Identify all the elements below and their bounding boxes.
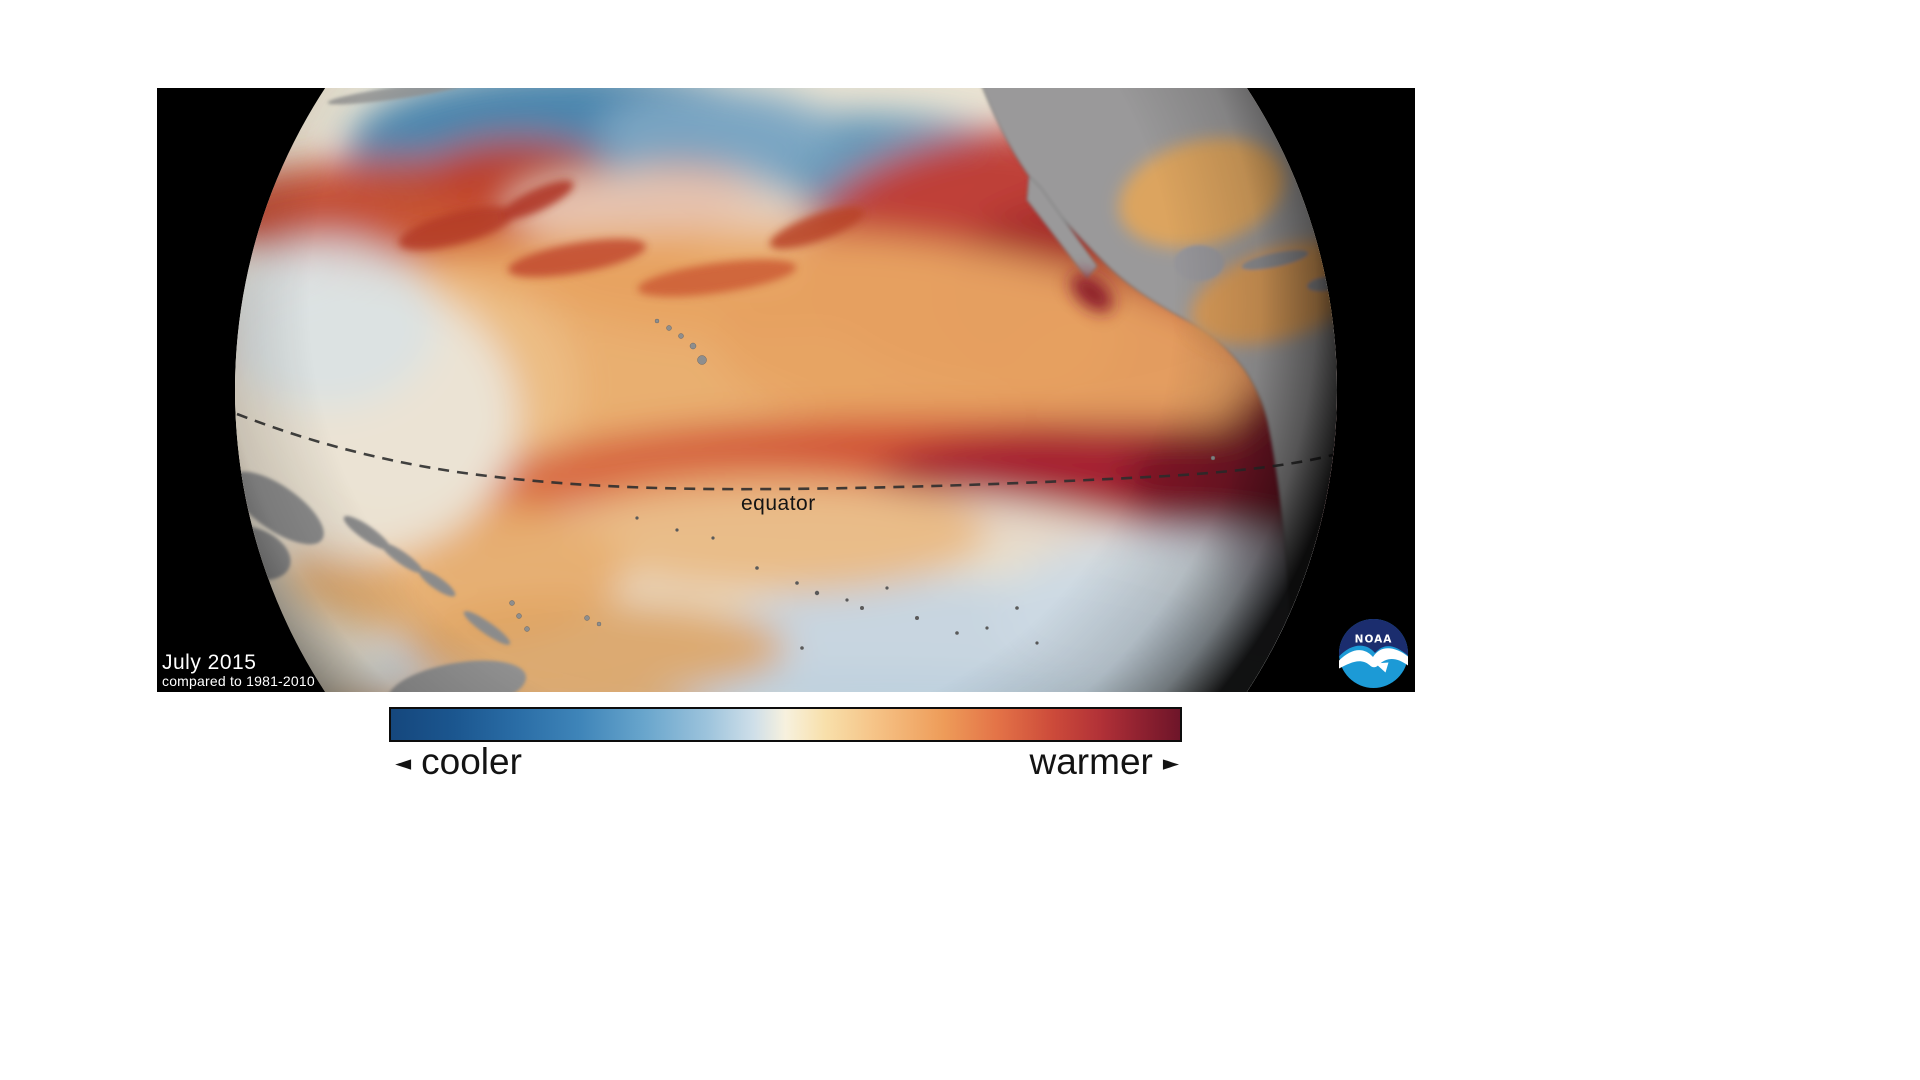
- baseline-label: compared to 1981-2010: [162, 673, 315, 689]
- noaa-logo-text: NOAA: [1355, 634, 1393, 646]
- noaa-logo: NOAA: [1339, 619, 1408, 688]
- globe-shading: [235, 88, 1337, 692]
- globe-image: [157, 88, 1415, 692]
- colorbar-labels: ◄ cooler warmer ►: [389, 741, 1182, 783]
- sst-anomaly-visualization: equator July 2015 compared to 1981-2010 …: [157, 88, 1415, 692]
- colorbar: [389, 707, 1182, 742]
- caption: July 2015 compared to 1981-2010: [162, 652, 315, 689]
- cooler-label: cooler: [421, 741, 522, 782]
- warmer-label: warmer: [1029, 741, 1153, 782]
- cooler-label-group: ◄ cooler: [395, 741, 522, 783]
- warmer-label-group: warmer ►: [1030, 741, 1180, 783]
- equator-label: equator: [741, 492, 816, 515]
- date-label: July 2015: [162, 651, 257, 674]
- right-arrow-icon: ►: [1162, 751, 1179, 775]
- noaa-bird-icon: [1339, 648, 1408, 669]
- left-arrow-icon: ◄: [395, 751, 412, 775]
